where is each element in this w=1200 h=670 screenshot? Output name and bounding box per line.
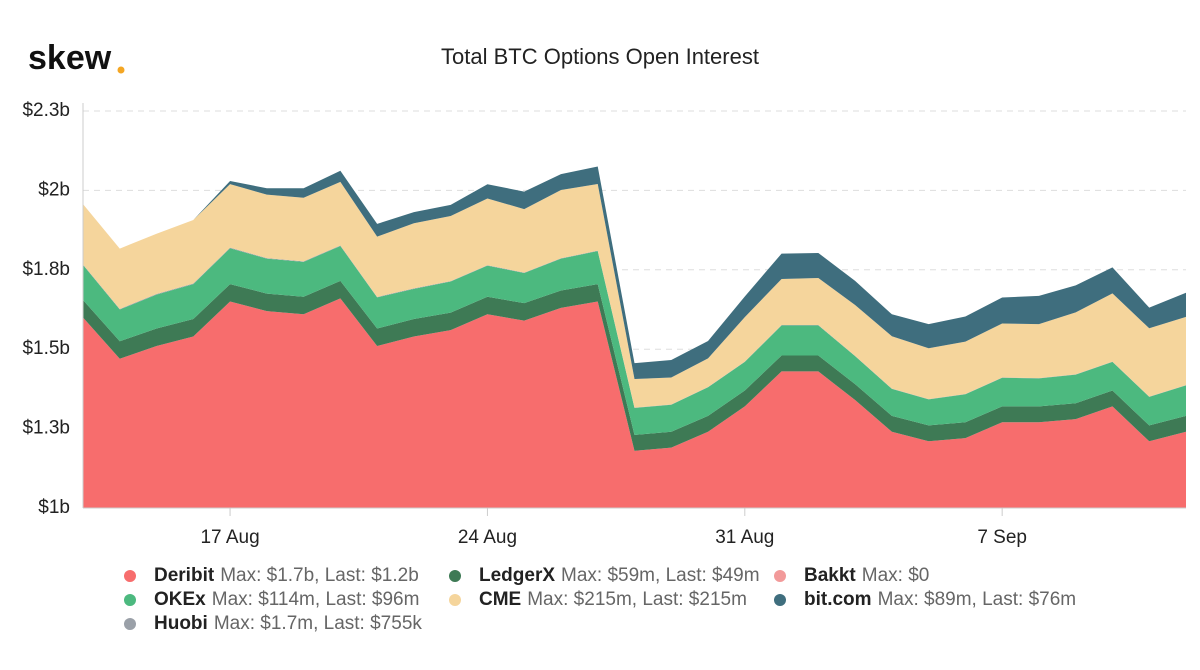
y-tick-label: $1b bbox=[38, 497, 70, 518]
legend-label: Bakkt bbox=[804, 565, 856, 586]
area bbox=[83, 166, 1186, 380]
y-tick-label: $2.3b bbox=[22, 100, 70, 121]
x-tick-label: 17 Aug bbox=[200, 527, 259, 548]
y-tick-label: $2b bbox=[38, 179, 70, 200]
legend-summary: Max: $0 bbox=[862, 565, 930, 586]
chart-title: Total BTC Options Open Interest bbox=[441, 44, 759, 69]
legend-label: Huobi bbox=[154, 613, 208, 634]
legend-label: Deribit bbox=[154, 565, 215, 586]
area bbox=[83, 181, 1186, 408]
y-tick-label: $1.5b bbox=[22, 338, 70, 359]
area bbox=[83, 245, 1186, 435]
legend-marker bbox=[774, 594, 786, 606]
legend-marker bbox=[449, 594, 461, 606]
x-tick-label: 7 Sep bbox=[977, 527, 1027, 548]
y-tick-label: $1.3b bbox=[22, 418, 70, 439]
legend-summary: Max: $215m, Last: $215m bbox=[527, 589, 747, 610]
logo-dot bbox=[117, 66, 125, 74]
legend-label: LedgerX bbox=[479, 565, 555, 586]
legend-marker bbox=[449, 570, 461, 582]
logo: skew bbox=[28, 39, 112, 77]
x-tick-label: 24 Aug bbox=[458, 527, 517, 548]
legend-marker bbox=[774, 570, 786, 582]
y-tick-label: $1.8b bbox=[22, 259, 70, 280]
legend-summary: Max: $1.7b, Last: $1.2b bbox=[220, 565, 419, 586]
x-tick-label: 31 Aug bbox=[715, 527, 774, 548]
legend-summary: Max: $1.7m, Last: $755k bbox=[214, 613, 423, 634]
legend-marker bbox=[124, 570, 136, 582]
legend-summary: Max: $89m, Last: $76m bbox=[878, 589, 1077, 610]
legend-label: bit.com bbox=[804, 589, 872, 610]
legend-label: OKEx bbox=[154, 589, 206, 610]
legend-marker bbox=[124, 618, 136, 630]
legend-marker bbox=[124, 594, 136, 606]
legend-label: CME bbox=[479, 589, 521, 610]
area bbox=[83, 298, 1186, 508]
legend-summary: Max: $59m, Last: $49m bbox=[561, 565, 760, 586]
legend-summary: Max: $114m, Last: $96m bbox=[212, 589, 420, 610]
